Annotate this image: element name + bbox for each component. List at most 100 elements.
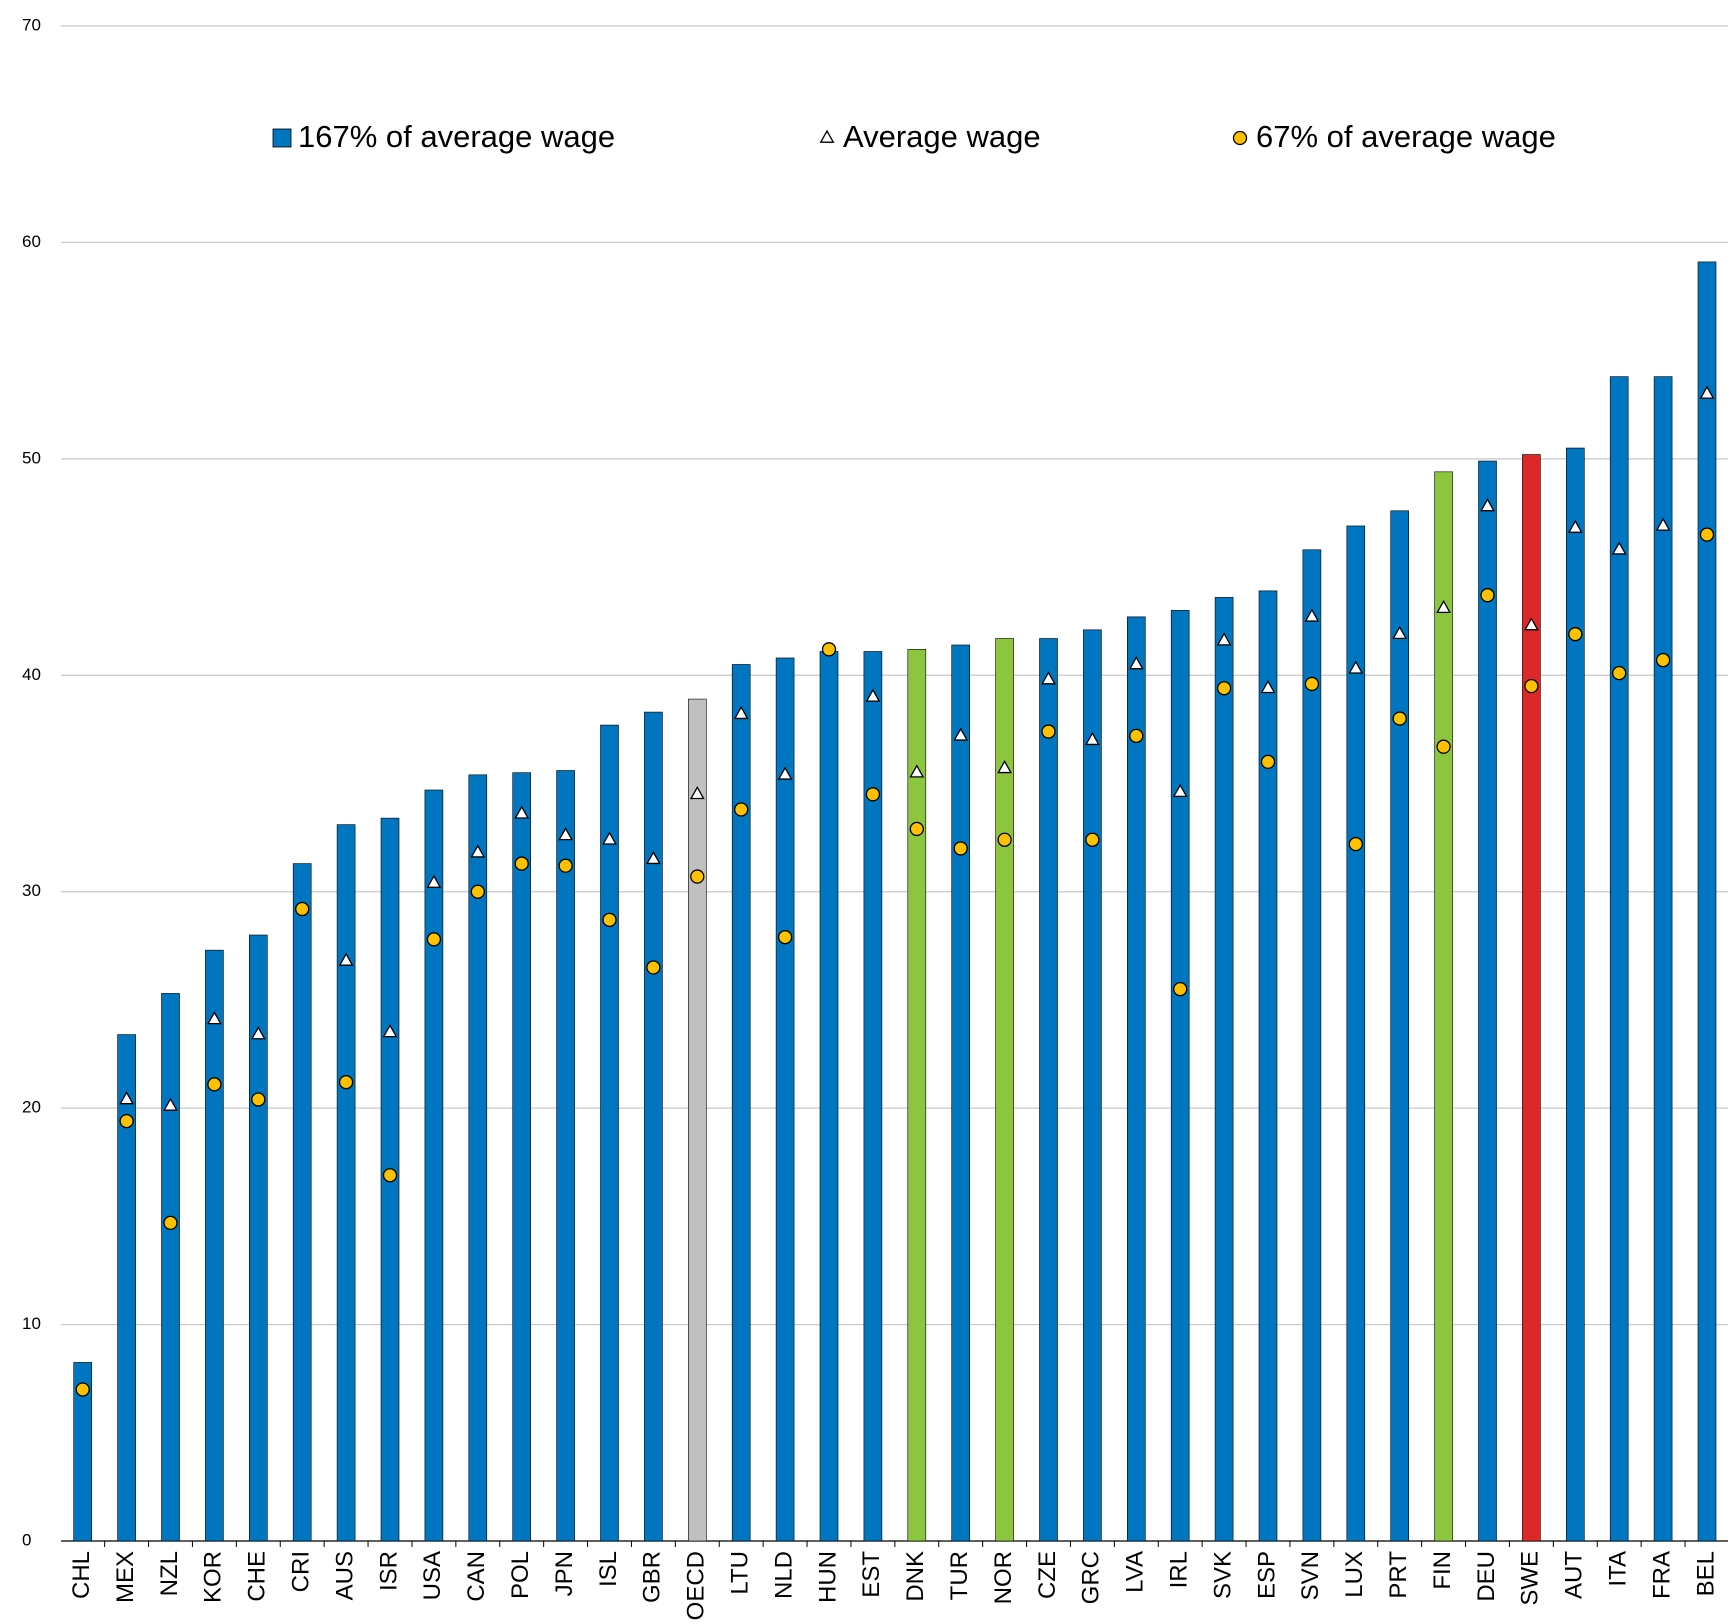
triangle-marker [1041, 671, 1056, 685]
circle-marker [1260, 754, 1276, 770]
bar [1170, 610, 1190, 1542]
x-tick-label: AUT [1561, 1551, 1588, 1599]
circle-marker [1348, 836, 1363, 852]
circle-marker [909, 821, 924, 837]
x-tick-label: POL [507, 1551, 534, 1599]
triangle-marker [1128, 656, 1144, 670]
triangle-marker [1348, 660, 1364, 674]
circle-marker [953, 841, 968, 856]
circle-marker [821, 642, 837, 657]
circle-marker [602, 912, 617, 927]
x-tick-label: BEL [1692, 1551, 1719, 1596]
triangle-marker [645, 850, 661, 865]
y-tick-label: 50 [22, 448, 41, 467]
bar [292, 863, 312, 1542]
x-tick-label: CRI [288, 1551, 315, 1592]
circle-marker [75, 1382, 90, 1397]
circle-marker [1699, 527, 1715, 542]
bar [73, 1362, 92, 1542]
triangle-marker [119, 1091, 135, 1105]
triangle-marker [733, 705, 749, 720]
x-tick-label: KOR [200, 1551, 227, 1603]
bar [161, 993, 180, 1542]
x-tick-label: USA [419, 1551, 446, 1600]
triangle-marker [997, 760, 1013, 774]
circle-marker [1392, 711, 1407, 726]
x-tick-label: AUS [331, 1551, 358, 1600]
bar [556, 770, 575, 1542]
circle-marker [1173, 981, 1188, 997]
bar [1522, 454, 1541, 1542]
x-tick-label: GBR [639, 1551, 666, 1603]
triangle-marker [1480, 498, 1495, 512]
x-tick-label: HUN [814, 1551, 841, 1603]
bar [512, 772, 532, 1542]
triangle-marker [865, 688, 881, 702]
triangle-marker [1392, 625, 1408, 640]
x-tick-label: FRA [1648, 1551, 1675, 1599]
circle-marker [382, 1168, 398, 1183]
triangle-marker [382, 1024, 398, 1038]
bar [600, 724, 619, 1542]
bar [249, 934, 268, 1542]
x-tick-label: ISL [595, 1551, 622, 1587]
x-tick-label: SVN [1297, 1551, 1324, 1600]
circle-marker [997, 832, 1012, 847]
bar [117, 1034, 136, 1542]
triangle-marker [206, 1011, 222, 1025]
bar [468, 774, 488, 1542]
triangle-marker [777, 766, 793, 780]
x-tick-label: FIN [1429, 1551, 1456, 1590]
legend-swatch [272, 128, 292, 148]
circle-marker [295, 901, 310, 917]
x-tick-label: LTU [727, 1551, 754, 1595]
circle-marker [470, 884, 485, 899]
legend-swatch [819, 129, 835, 143]
circle-marker [514, 856, 529, 871]
circle-marker [734, 802, 749, 817]
triangle-marker [1084, 731, 1100, 746]
x-tick-label: IRL [1166, 1551, 1193, 1588]
circle-marker [163, 1215, 178, 1230]
bar [1478, 460, 1497, 1542]
bar [687, 698, 707, 1542]
y-tick-label: 20 [22, 1098, 41, 1117]
circle-marker [646, 960, 661, 975]
bar [644, 711, 663, 1542]
triangle-marker [163, 1097, 178, 1111]
y-tick-label: 60 [22, 232, 41, 251]
legend-swatch [1232, 130, 1248, 146]
circle-marker [1612, 665, 1627, 681]
bar [1258, 590, 1278, 1542]
bar [1434, 471, 1453, 1542]
triangle-marker [602, 831, 617, 845]
triangle-marker [909, 764, 925, 778]
bar [863, 651, 883, 1542]
triangle-marker [1699, 385, 1715, 399]
y-tick-label: 30 [22, 881, 41, 900]
triangle-marker [1655, 517, 1671, 531]
triangle-marker [1172, 783, 1188, 798]
x-tick-label: MEX [112, 1551, 139, 1603]
bar [336, 824, 356, 1542]
x-tick-label: SVK [1209, 1551, 1236, 1599]
triangle-marker [514, 805, 530, 819]
circle-marker [1041, 724, 1056, 739]
bar [1346, 525, 1366, 1542]
circle-marker [251, 1092, 266, 1107]
bar [424, 789, 444, 1542]
y-tick-label: 70 [22, 15, 41, 34]
bar [995, 638, 1014, 1542]
triangle-marker [689, 785, 705, 800]
circle-marker [558, 858, 573, 873]
triangle-marker [1216, 632, 1232, 646]
legend-label: 67% of average wage [1256, 119, 1556, 154]
legend-label: 167% of average wage [298, 119, 615, 154]
bar [1653, 376, 1673, 1542]
bar [775, 657, 795, 1542]
bar [951, 644, 971, 1542]
circle-marker [1304, 676, 1320, 692]
y-tick-label: 0 [22, 1530, 31, 1549]
circle-marker [1480, 588, 1495, 603]
